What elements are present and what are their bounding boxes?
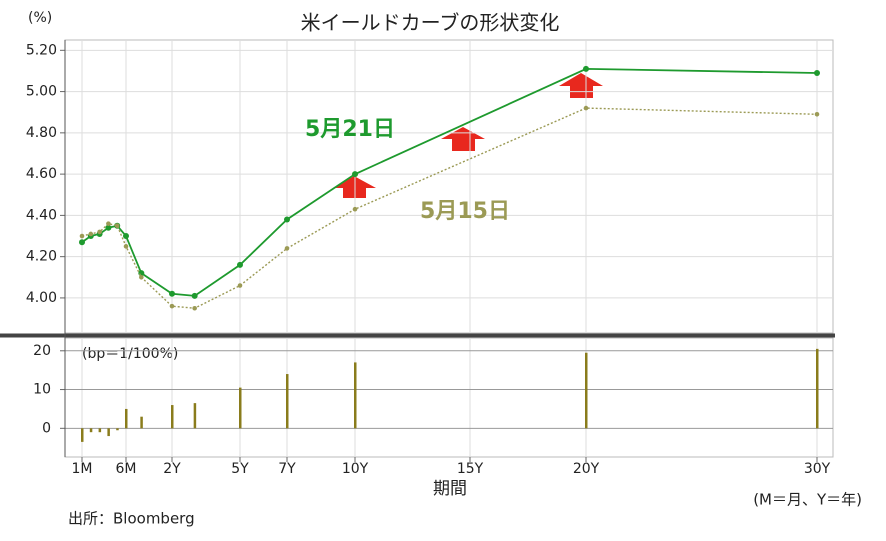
x-axis-label: 期間: [433, 479, 467, 499]
marker: [79, 239, 85, 246]
chart-title: 米イールドカーブの形状変化: [301, 11, 560, 35]
bar: [107, 428, 110, 437]
y-tick-label: 0: [42, 420, 51, 436]
x-tick-label: 10Y: [342, 461, 369, 477]
y2-axis-label: (bp＝1/100%): [82, 346, 178, 362]
bar: [89, 428, 93, 433]
bar: [193, 403, 197, 429]
x-tick-label: 30Y: [804, 461, 831, 477]
marker: [237, 261, 243, 268]
x-tick-label: 1M: [72, 461, 93, 477]
bar: [116, 428, 119, 431]
x-tick-label: 15Y: [457, 461, 484, 477]
marker: [88, 231, 94, 237]
arrow: [441, 127, 485, 151]
marker: [97, 229, 102, 235]
x-tick-label: 5Y: [231, 461, 249, 477]
bar: [239, 387, 242, 429]
y-tick-label: 4.40: [26, 207, 57, 223]
marker: [123, 233, 129, 240]
bar: [171, 405, 174, 429]
marker: [106, 221, 111, 226]
y-axis-label: (%): [28, 10, 52, 26]
marker: [352, 206, 358, 212]
bar: [286, 374, 289, 429]
y-tick-label: 10: [33, 382, 51, 398]
source: 出所：Bloomberg: [68, 510, 195, 528]
marker: [352, 171, 358, 178]
marker: [79, 233, 85, 239]
marker: [237, 283, 243, 288]
marker: [139, 274, 144, 280]
series-label: 5月15日: [420, 199, 510, 224]
bar: [98, 428, 102, 433]
y-tick-label: 4.80: [26, 125, 57, 141]
bar: [81, 428, 84, 442]
arrow: [559, 73, 603, 98]
plot-area: [64, 39, 834, 334]
marker: [583, 105, 589, 111]
marker: [114, 223, 120, 229]
marker: [284, 216, 290, 223]
bar: [354, 362, 357, 429]
plot-area: [64, 337, 834, 458]
series-label: 5月21日: [305, 117, 395, 142]
y-tick-label: 5.20: [26, 42, 57, 58]
marker: [105, 224, 112, 231]
marker: [169, 303, 175, 309]
bar: [585, 352, 588, 429]
marker: [169, 290, 175, 297]
x-tick-label: 2Y: [163, 461, 181, 477]
y-tick-label: 4.00: [26, 290, 57, 306]
x-tick-label: 20Y: [573, 461, 600, 477]
bar: [816, 348, 819, 429]
y-tick-label: 4.20: [26, 249, 57, 265]
bar: [125, 408, 128, 429]
note: (M＝月、Y＝年): [753, 491, 862, 509]
bar: [140, 416, 143, 429]
marker: [123, 244, 129, 249]
x-tick-label: 6M: [116, 461, 137, 477]
y-tick-label: 4.60: [26, 166, 57, 182]
marker: [814, 70, 820, 77]
series-line: [81, 67, 818, 297]
marker: [192, 305, 197, 311]
marker: [583, 65, 589, 72]
marker: [284, 246, 290, 251]
y-tick-label: 5.00: [26, 84, 57, 100]
marker: [814, 111, 820, 117]
marker: [191, 292, 198, 299]
y-tick-label: 20: [33, 343, 51, 359]
x-tick-label: 7Y: [278, 461, 296, 477]
